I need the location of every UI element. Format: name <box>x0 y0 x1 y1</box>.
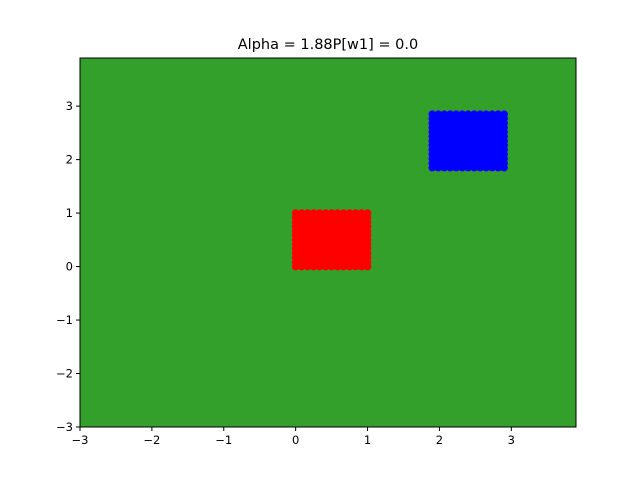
data-point <box>297 209 306 217</box>
data-point <box>309 209 318 217</box>
data-point <box>321 209 330 217</box>
data-point <box>452 110 460 118</box>
data-point <box>476 110 484 118</box>
data-point <box>464 110 472 118</box>
x-tick-label: 0 <box>292 433 299 447</box>
y-tick-label: 0 <box>66 260 73 274</box>
data-point <box>327 209 336 217</box>
plot-frame <box>79 57 577 428</box>
x-tick-label: 3 <box>508 433 515 447</box>
x-tick-label: −1 <box>215 433 232 447</box>
data-point <box>345 209 354 217</box>
data-point <box>428 110 437 118</box>
y-tick-label: 2 <box>66 153 73 167</box>
chart-title: Alpha = 1.88P[w1] = 0.0 <box>238 37 418 53</box>
y-tick-label: −3 <box>56 420 73 434</box>
plot-area <box>79 57 577 428</box>
axis-ticks: −3 −2 −1 0 1 2 3 −3 −2 −1 0 1 2 3 <box>56 99 515 447</box>
data-point <box>494 110 502 118</box>
y-tick-label: 1 <box>66 206 73 220</box>
series-cluster-1 <box>428 110 508 172</box>
x-tick-label: 2 <box>436 433 443 447</box>
data-point <box>291 209 300 217</box>
data-point <box>446 110 455 118</box>
data-point <box>315 209 324 217</box>
data-point <box>434 110 443 118</box>
y-tick-label: −1 <box>56 313 73 327</box>
data-point <box>363 209 372 217</box>
x-tick-label: 1 <box>364 433 371 447</box>
series-cluster-0 <box>291 209 372 271</box>
data-point <box>482 110 490 118</box>
data-point <box>488 110 496 118</box>
y-tick-label: −2 <box>56 367 73 381</box>
data-point <box>351 209 360 217</box>
y-tick-label: 3 <box>66 99 73 113</box>
data-point <box>500 110 508 118</box>
x-tick-label: −2 <box>143 433 160 447</box>
data-point <box>339 209 348 217</box>
data-point <box>470 110 478 118</box>
data-point <box>440 110 449 118</box>
data-point <box>357 209 366 217</box>
data-point <box>333 209 342 217</box>
x-tick-label: −3 <box>72 433 89 447</box>
data-point <box>458 110 466 118</box>
data-point <box>303 209 312 217</box>
